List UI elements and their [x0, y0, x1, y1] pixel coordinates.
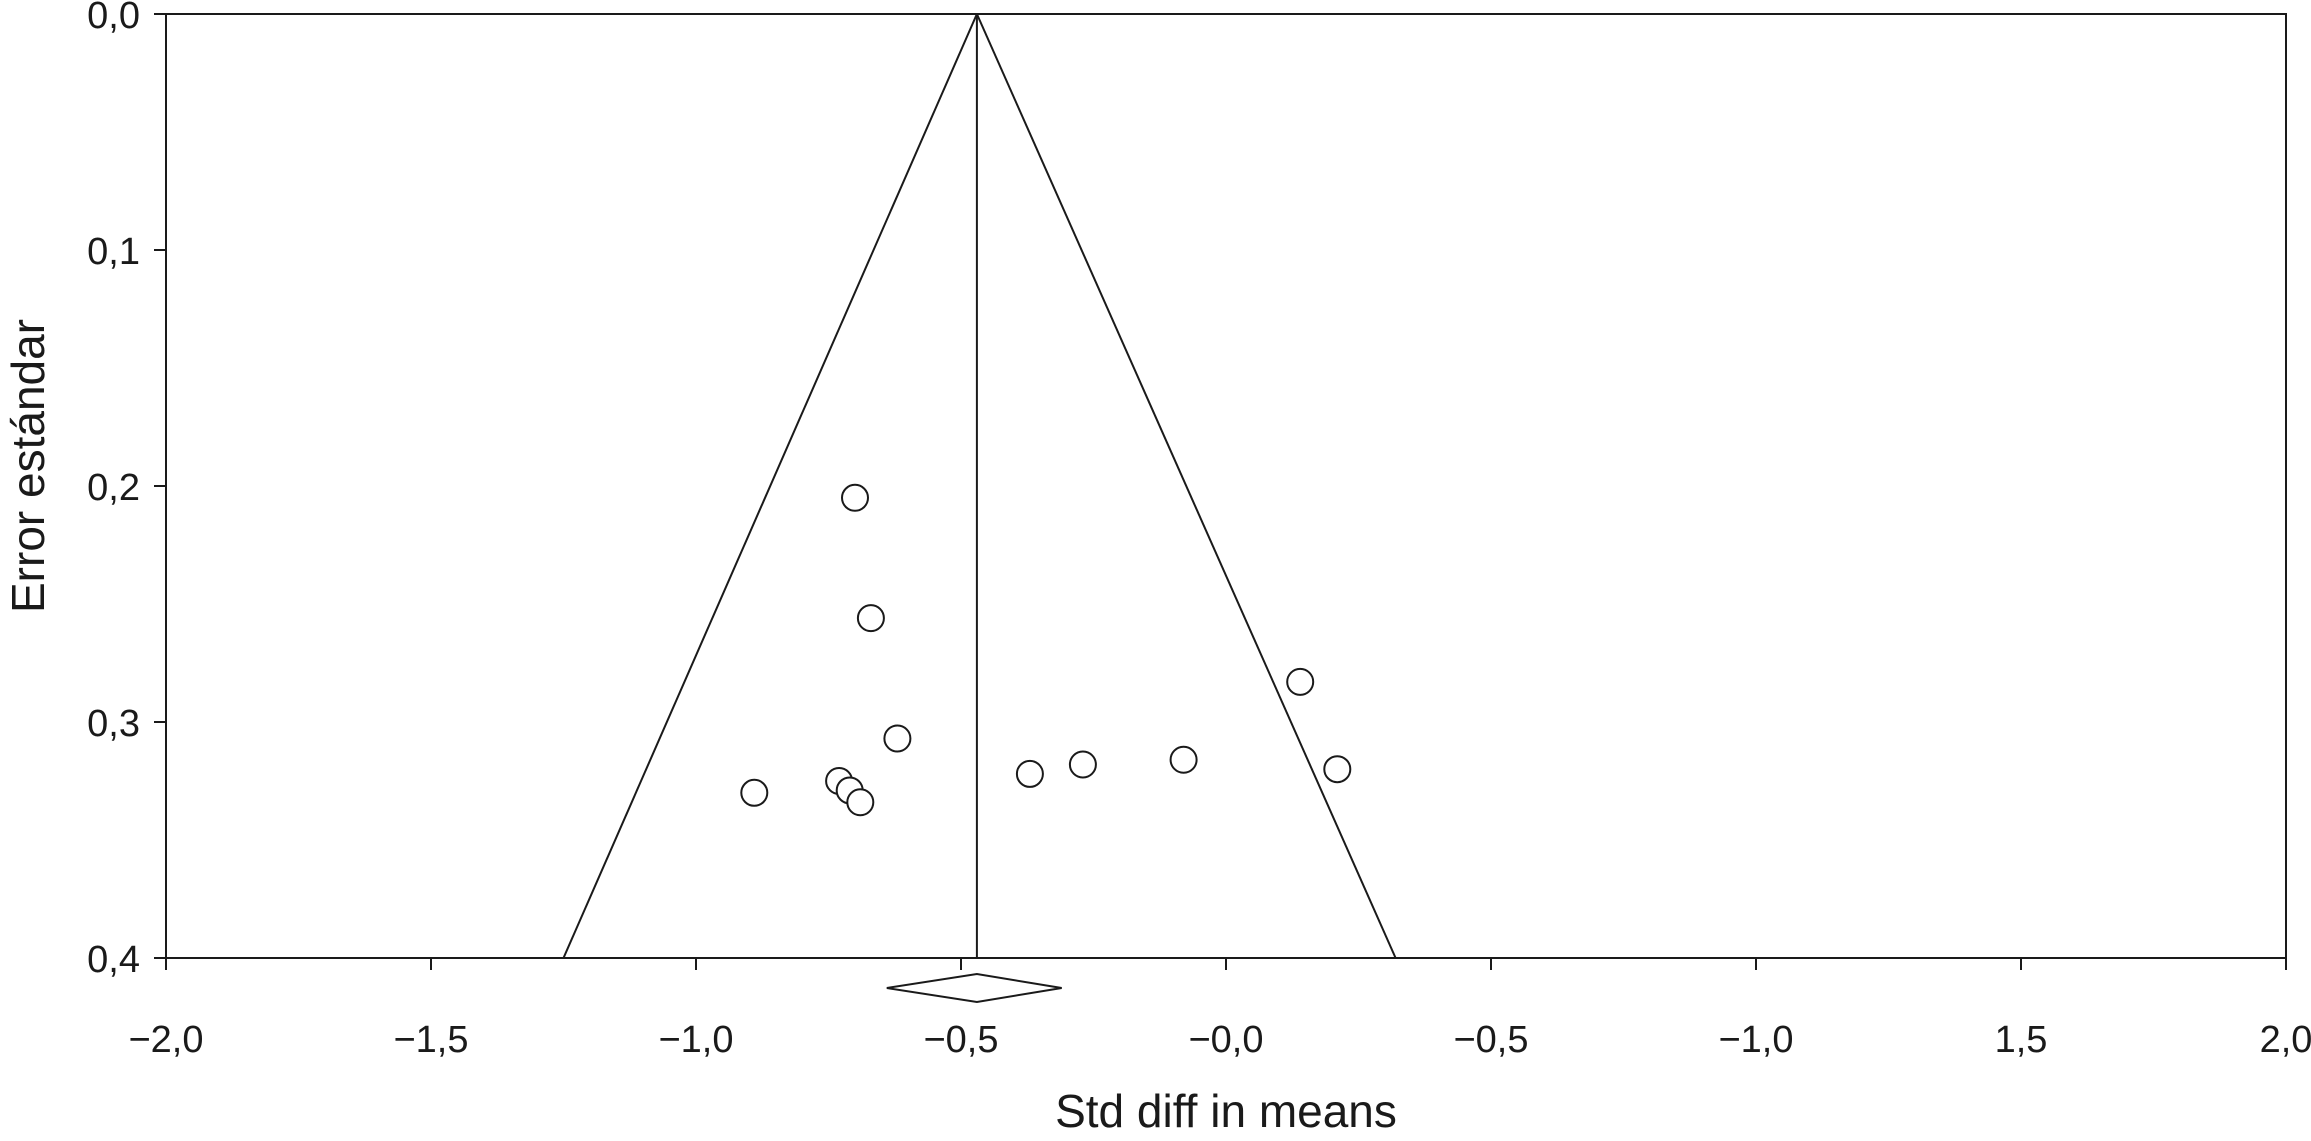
x-tick-label: −0,5: [1453, 1019, 1528, 1061]
x-axis-title: Std diff in means: [1055, 1085, 1397, 1137]
study-point: [883, 724, 912, 753]
study-point: [1169, 745, 1198, 774]
study-point: [1323, 755, 1352, 784]
study-point: [1286, 667, 1315, 696]
x-tick-label: 1,5: [1995, 1019, 2048, 1061]
y-tick-label: 0,1: [87, 231, 140, 273]
study-point: [856, 604, 885, 633]
x-tick-label: −2,0: [128, 1019, 203, 1061]
study-point: [841, 483, 869, 512]
x-tick-label: −0,0: [1188, 1019, 1263, 1061]
y-tick-label: 0,3: [87, 703, 140, 745]
plot-area-frame: [165, 13, 2287, 959]
study-points: [740, 483, 1352, 817]
y-axis-title: Error estándar: [2, 319, 54, 613]
x-tick-label: 2,0: [2260, 1019, 2311, 1061]
y-axis: 0,0 0,1 0,2 0,3 0,4: [87, 0, 166, 981]
x-tick-label: −1,0: [658, 1019, 733, 1061]
y-tick-label: 0,0: [87, 0, 140, 37]
pooled-estimate-diamond: [886, 972, 1062, 1004]
x-tick-label: −1,5: [393, 1019, 468, 1061]
study-point: [1068, 750, 1097, 779]
x-axis: −2,0 −1,5 −1,0 −0,5 −0,0 −0,5 −1,0 1,5 2,0: [128, 958, 2311, 1061]
study-point: [1015, 759, 1044, 788]
x-tick-label: −1,0: [1718, 1019, 1793, 1061]
study-point: [846, 788, 875, 817]
y-tick-label: 0,2: [87, 467, 140, 509]
funnel-left-limit: [562, 13, 978, 959]
funnel-group: [562, 13, 1397, 1004]
funnel-right-limit: [975, 13, 1397, 959]
y-tick-label: 0,4: [87, 939, 140, 981]
x-tick-label: −0,5: [923, 1019, 998, 1061]
study-point: [740, 778, 769, 807]
